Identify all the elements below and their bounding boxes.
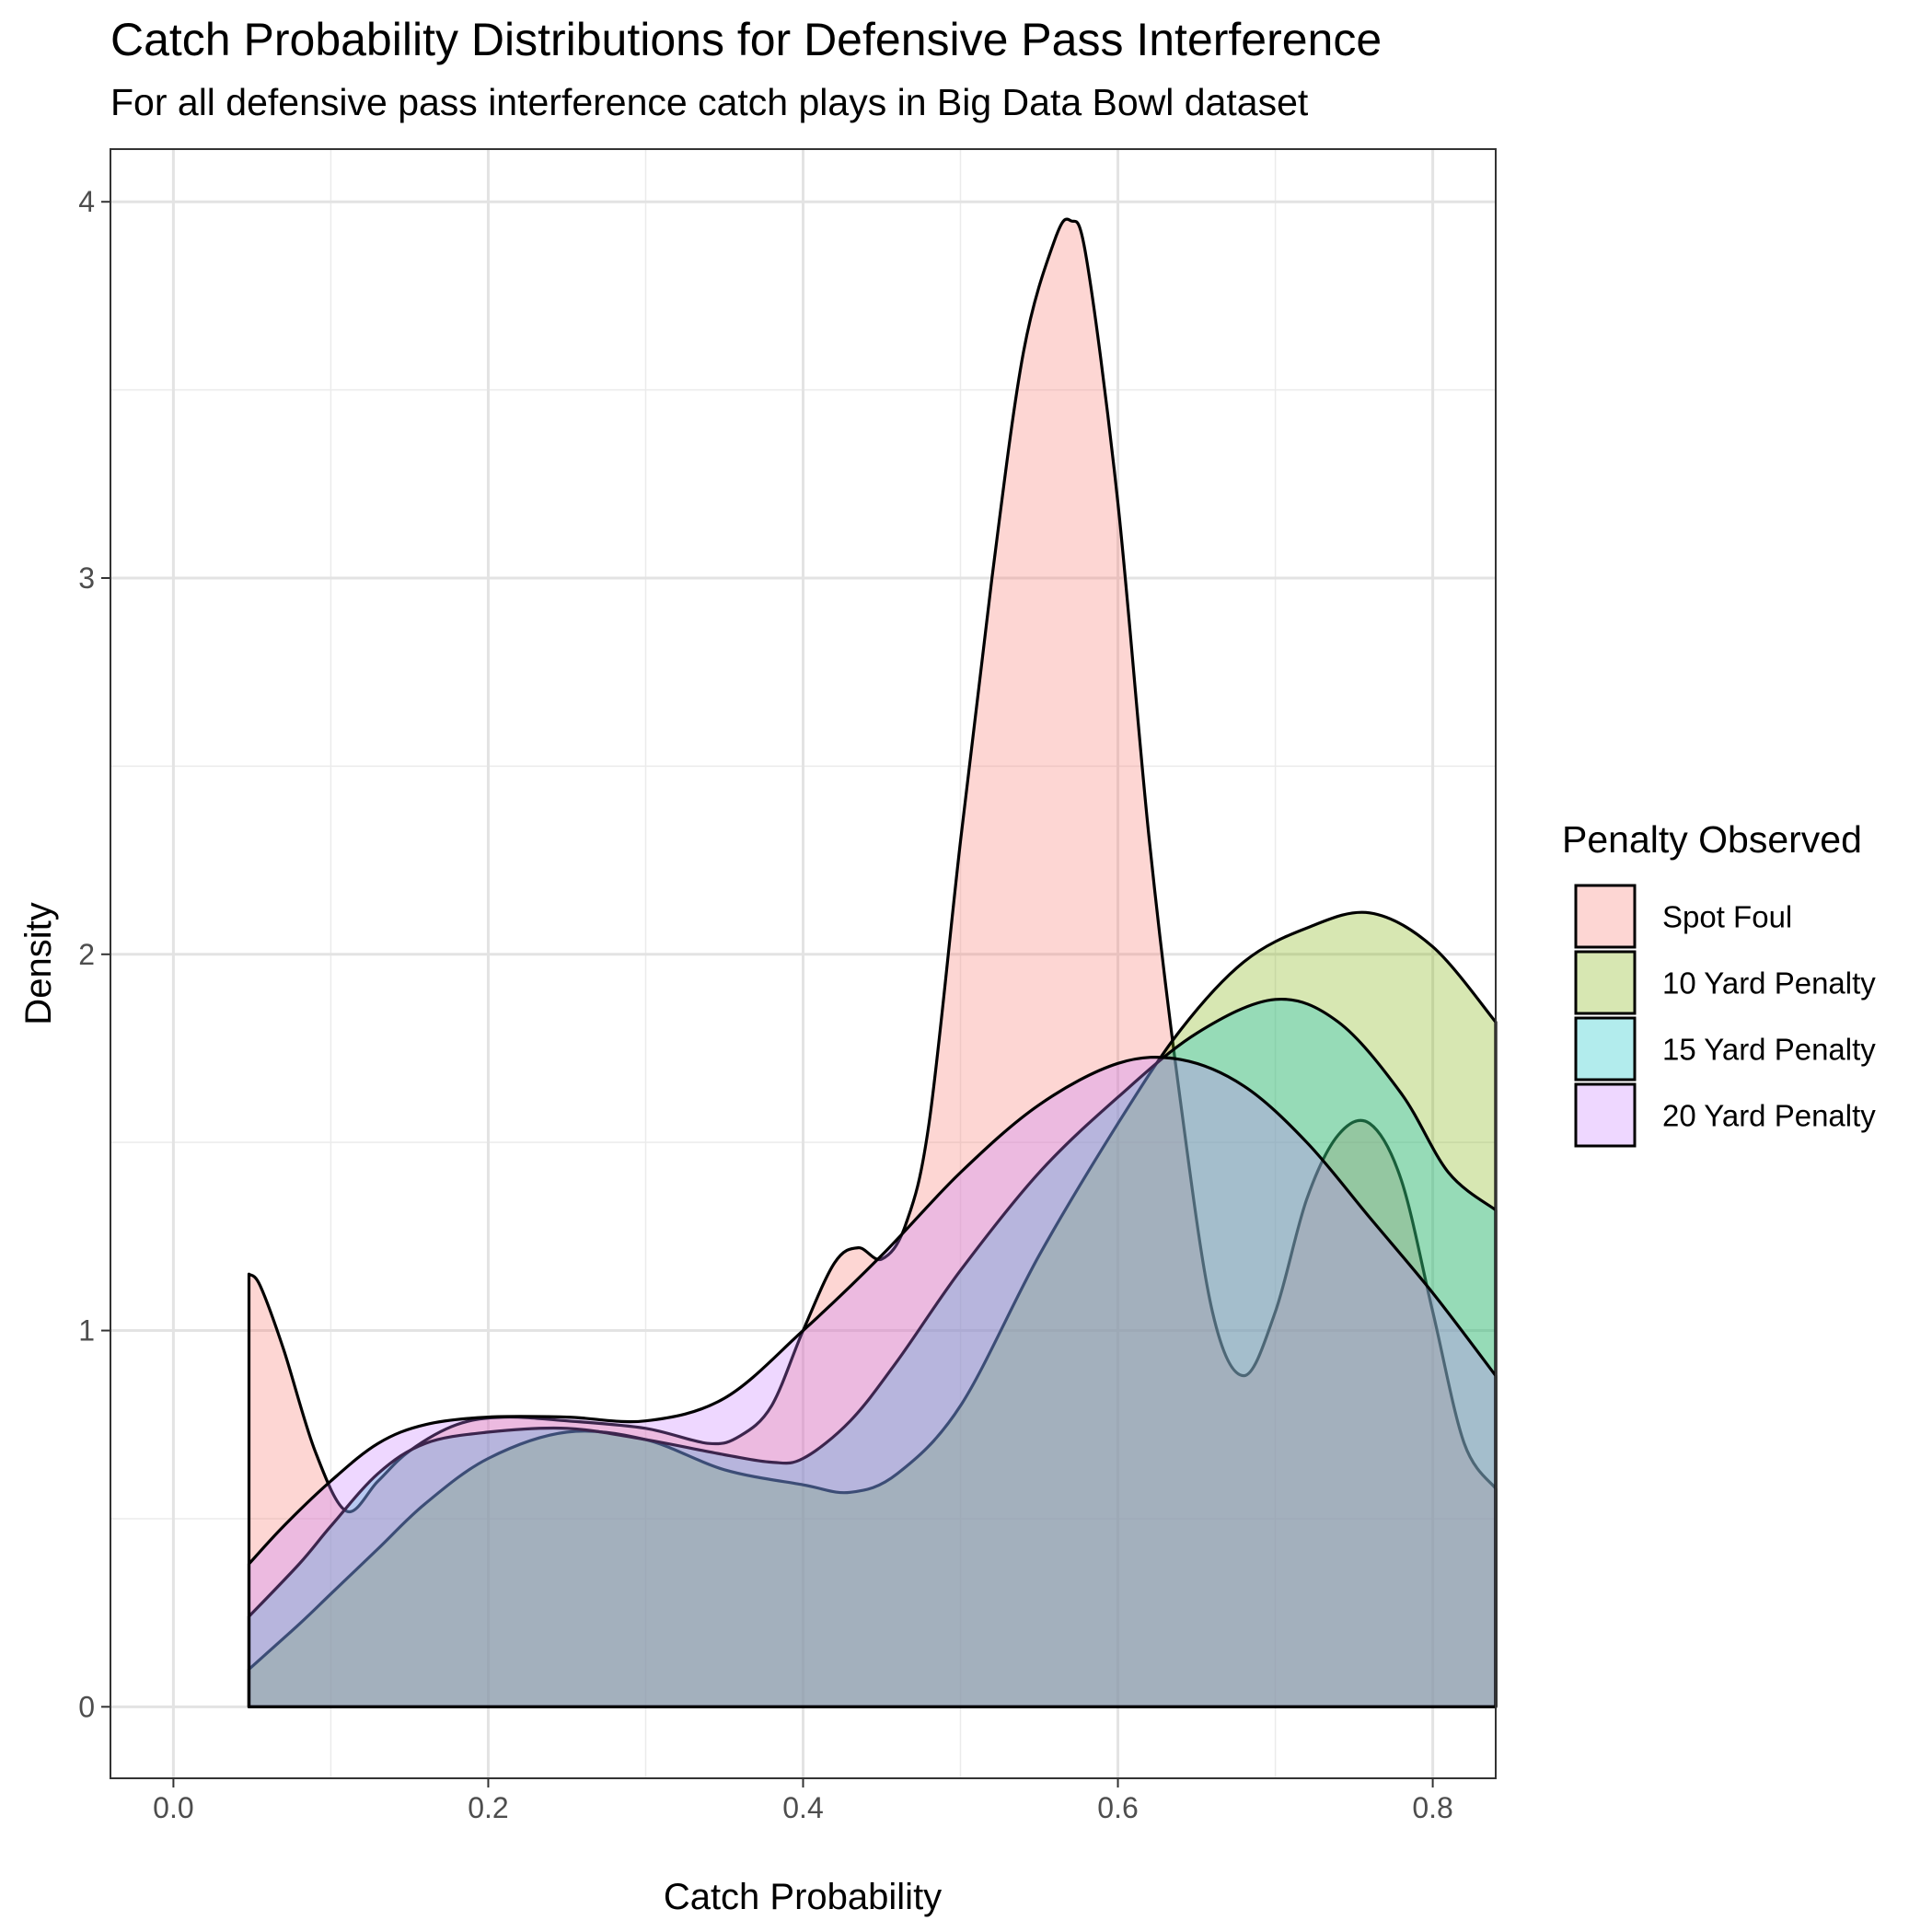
density-outline-3 bbox=[247, 997, 1498, 1708]
legend-key-background bbox=[1576, 1084, 1635, 1146]
x-axis-title: Catch Probability bbox=[664, 1877, 942, 1917]
x-axis: 0.0 0.2 0.4 0.6 0.8 bbox=[153, 1778, 1453, 1824]
legend-title: Penalty Observed bbox=[1562, 818, 1862, 861]
x-tick-label: 0.0 bbox=[153, 1791, 193, 1824]
density-area-2 bbox=[249, 912, 1496, 1707]
y-tick-label: 2 bbox=[78, 938, 95, 971]
density-area-1 bbox=[249, 219, 1496, 1707]
legend-key-swatch bbox=[1574, 1082, 1637, 1148]
density-area-4 bbox=[249, 1057, 1496, 1707]
x-tick-label: 0.6 bbox=[1097, 1791, 1138, 1824]
y-axis: 0 1 2 3 4 bbox=[78, 185, 110, 1723]
density-area-3 bbox=[249, 999, 1496, 1707]
legend: Penalty Observed Spot Foul 10 Yard Penalt… bbox=[1562, 818, 1876, 1148]
legend-key-swatch bbox=[1574, 884, 1637, 949]
x-tick-label: 0.8 bbox=[1412, 1791, 1452, 1824]
y-tick-label: 3 bbox=[78, 561, 95, 595]
y-tick-label: 0 bbox=[78, 1690, 95, 1723]
chart-subtitle: For all defensive pass interference catc… bbox=[110, 81, 1309, 123]
density-outline-2 bbox=[247, 910, 1498, 1708]
legend-label: Spot Foul bbox=[1662, 900, 1792, 934]
y-tick-label: 1 bbox=[78, 1314, 95, 1348]
density-outline-4 bbox=[247, 1055, 1498, 1708]
legend-key-background bbox=[1576, 885, 1635, 947]
density-areas bbox=[247, 217, 1498, 1708]
legend-key-swatch bbox=[1574, 1016, 1637, 1082]
y-axis-title: Density bbox=[18, 902, 59, 1024]
legend-label: 20 Yard Penalty bbox=[1662, 1099, 1876, 1133]
legend-label: 15 Yard Penalty bbox=[1662, 1033, 1876, 1067]
legend-key-background bbox=[1576, 1018, 1635, 1080]
legend-label: 10 Yard Penalty bbox=[1662, 966, 1876, 1001]
y-tick-label: 4 bbox=[78, 185, 95, 218]
legend-key-swatch bbox=[1574, 950, 1637, 1015]
x-tick-label: 0.4 bbox=[782, 1791, 823, 1824]
legend-key-background bbox=[1576, 952, 1635, 1013]
x-tick-label: 0.2 bbox=[468, 1791, 508, 1824]
chart-title: Catch Probability Distributions for Defe… bbox=[110, 14, 1382, 65]
